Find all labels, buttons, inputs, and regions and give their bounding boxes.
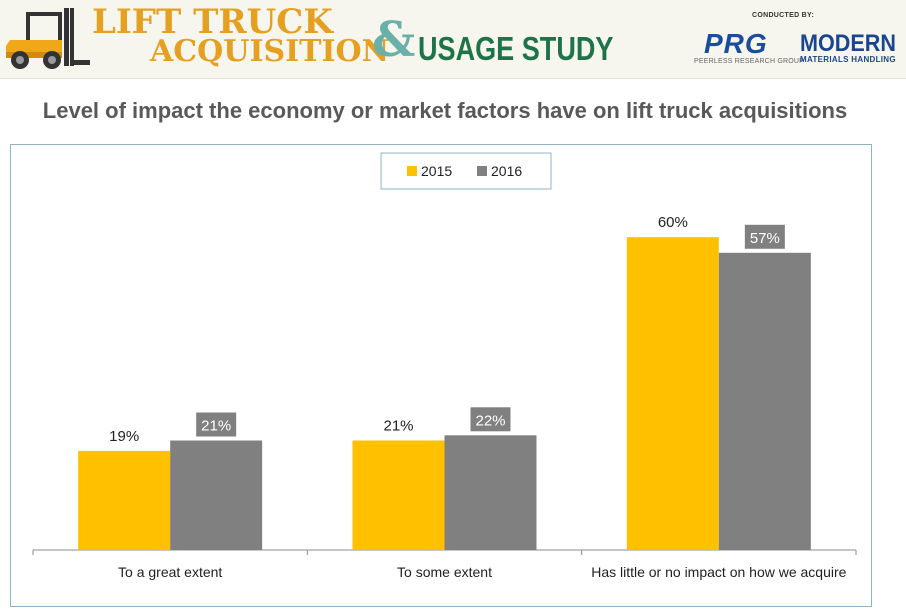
- data-label-2016: 21%: [201, 418, 231, 435]
- banner-ampersand: &: [372, 12, 416, 68]
- bar-2015: [626, 237, 719, 550]
- chart-title: Level of impact the economy or market fa…: [42, 98, 848, 123]
- mmh-logo-subtitle: MATERIALS HANDLING: [800, 55, 896, 64]
- bar-2016: [444, 435, 537, 550]
- data-label-2015: 19%: [109, 428, 139, 445]
- modern-logo: MODERN: [800, 30, 897, 57]
- bar-chart: 19% 21% To a great extent 21% 22% To some ext…: [32, 152, 857, 580]
- plot-area: 19% 21% To a great extent 21% 22% To some ext…: [10, 144, 872, 607]
- bar-2015: [78, 450, 171, 550]
- legend-swatch-2015: [407, 166, 417, 176]
- data-label-box-2016: [470, 407, 511, 432]
- banner-title-lift-truck: LIFT TRUCK: [92, 2, 333, 42]
- legend-box: [380, 152, 552, 190]
- legend-swatch-2016: [477, 166, 487, 176]
- legend-label-2016: 2016: [491, 163, 522, 179]
- category-label: To some extent: [397, 564, 492, 580]
- data-label-box-2016: [744, 224, 785, 249]
- prg-logo-subtitle: PEERLESS RESEARCH GROUP: [694, 58, 805, 65]
- banner-title-acquisition: ACQUISITION: [150, 34, 390, 69]
- data-label-2016: 22%: [475, 412, 505, 429]
- bar-2015: [352, 440, 445, 550]
- bar-2016: [170, 440, 263, 550]
- legend-label-2015: 2015: [421, 163, 452, 179]
- study-banner: LIFT TRUCK ACQUISITION & USAGE STUDY CON…: [0, 0, 906, 79]
- conducted-by-label: CONDUCTED BY:: [752, 12, 815, 19]
- data-label-2015: 21%: [383, 418, 413, 435]
- data-label-box-2016: [196, 412, 237, 437]
- data-label-2015: 60%: [658, 214, 688, 231]
- data-label-2016: 57%: [750, 230, 780, 247]
- prg-logo: PRG: [704, 28, 768, 59]
- category-label: Has little or no impact on how we acquir…: [591, 564, 846, 580]
- banner-title-usage-study: USAGE STUDY: [418, 30, 614, 67]
- category-label: To a great extent: [118, 564, 222, 580]
- bar-2016: [718, 252, 811, 550]
- forklift-icon: [6, 8, 90, 69]
